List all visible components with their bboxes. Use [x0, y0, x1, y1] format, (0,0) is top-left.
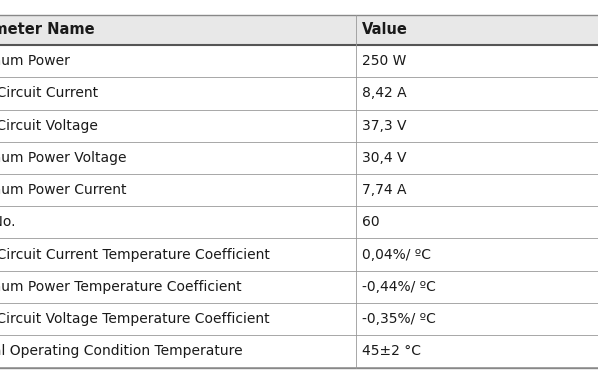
Text: Maximum Power Voltage: Maximum Power Voltage [0, 151, 127, 165]
Bar [0, 271, 598, 303]
Bar [0, 238, 598, 271]
Text: 37,3 V: 37,3 V [362, 118, 406, 133]
Text: 0,04%/ ºC: 0,04%/ ºC [362, 248, 431, 262]
Text: Open Circuit Voltage: Open Circuit Voltage [0, 118, 98, 133]
Text: Maximum Power: Maximum Power [0, 54, 70, 68]
Text: Short Circuit Current Temperature Coefficient: Short Circuit Current Temperature Coeffi… [0, 248, 270, 262]
Bar [0, 45, 598, 77]
Text: 8,42 A: 8,42 A [362, 86, 407, 100]
Bar [0, 110, 598, 142]
Text: Cells No.: Cells No. [0, 215, 16, 229]
Text: -0,44%/ ºC: -0,44%/ ºC [362, 280, 436, 294]
Text: Maximum Power Current: Maximum Power Current [0, 183, 127, 197]
Bar [0, 77, 598, 110]
Text: Value: Value [362, 22, 408, 38]
Text: Short Circuit Current: Short Circuit Current [0, 86, 98, 100]
Text: -0,35%/ ºC: -0,35%/ ºC [362, 312, 436, 326]
Bar [0, 15, 598, 45]
Text: 60: 60 [362, 215, 379, 229]
Text: 250 W: 250 W [362, 54, 406, 68]
Bar [0, 303, 598, 335]
Bar [0, 174, 598, 206]
Text: 7,74 A: 7,74 A [362, 183, 406, 197]
Text: Normal Operating Condition Temperature: Normal Operating Condition Temperature [0, 344, 243, 358]
Text: 30,4 V: 30,4 V [362, 151, 406, 165]
Text: Parameter Name: Parameter Name [0, 22, 94, 38]
Text: Maximum Power Temperature Coefficient: Maximum Power Temperature Coefficient [0, 280, 242, 294]
Text: 45±2 °C: 45±2 °C [362, 344, 421, 358]
Bar [0, 206, 598, 238]
Text: Open Circuit Voltage Temperature Coefficient: Open Circuit Voltage Temperature Coeffic… [0, 312, 270, 326]
Bar [0, 142, 598, 174]
Bar [0, 335, 598, 368]
